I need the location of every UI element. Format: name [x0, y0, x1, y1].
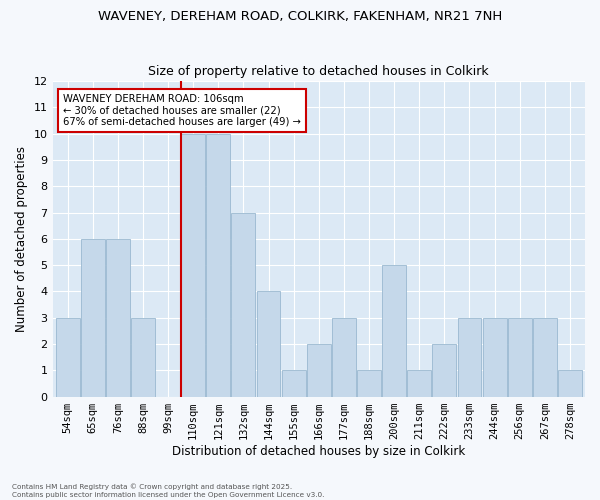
Bar	[458, 318, 481, 396]
Bar	[382, 265, 406, 396]
Bar	[232, 212, 256, 396]
Bar	[482, 318, 506, 396]
Bar	[106, 239, 130, 396]
Bar	[56, 318, 80, 396]
Bar	[206, 134, 230, 396]
Bar	[558, 370, 582, 396]
Bar	[533, 318, 557, 396]
Title: Size of property relative to detached houses in Colkirk: Size of property relative to detached ho…	[148, 66, 489, 78]
Bar	[407, 370, 431, 396]
Bar	[131, 318, 155, 396]
Bar	[357, 370, 381, 396]
Text: WAVENEY, DEREHAM ROAD, COLKIRK, FAKENHAM, NR21 7NH: WAVENEY, DEREHAM ROAD, COLKIRK, FAKENHAM…	[98, 10, 502, 23]
Bar	[282, 370, 305, 396]
Text: Contains public sector information licensed under the Open Government Licence v3: Contains public sector information licen…	[12, 492, 325, 498]
Bar	[307, 344, 331, 397]
Bar	[433, 344, 456, 397]
Text: Contains HM Land Registry data © Crown copyright and database right 2025.: Contains HM Land Registry data © Crown c…	[12, 484, 292, 490]
Bar	[508, 318, 532, 396]
Bar	[257, 292, 280, 397]
Text: WAVENEY DEREHAM ROAD: 106sqm
← 30% of detached houses are smaller (22)
67% of se: WAVENEY DEREHAM ROAD: 106sqm ← 30% of de…	[63, 94, 301, 127]
Y-axis label: Number of detached properties: Number of detached properties	[15, 146, 28, 332]
Bar	[332, 318, 356, 396]
X-axis label: Distribution of detached houses by size in Colkirk: Distribution of detached houses by size …	[172, 444, 466, 458]
Bar	[181, 134, 205, 396]
Bar	[81, 239, 104, 396]
